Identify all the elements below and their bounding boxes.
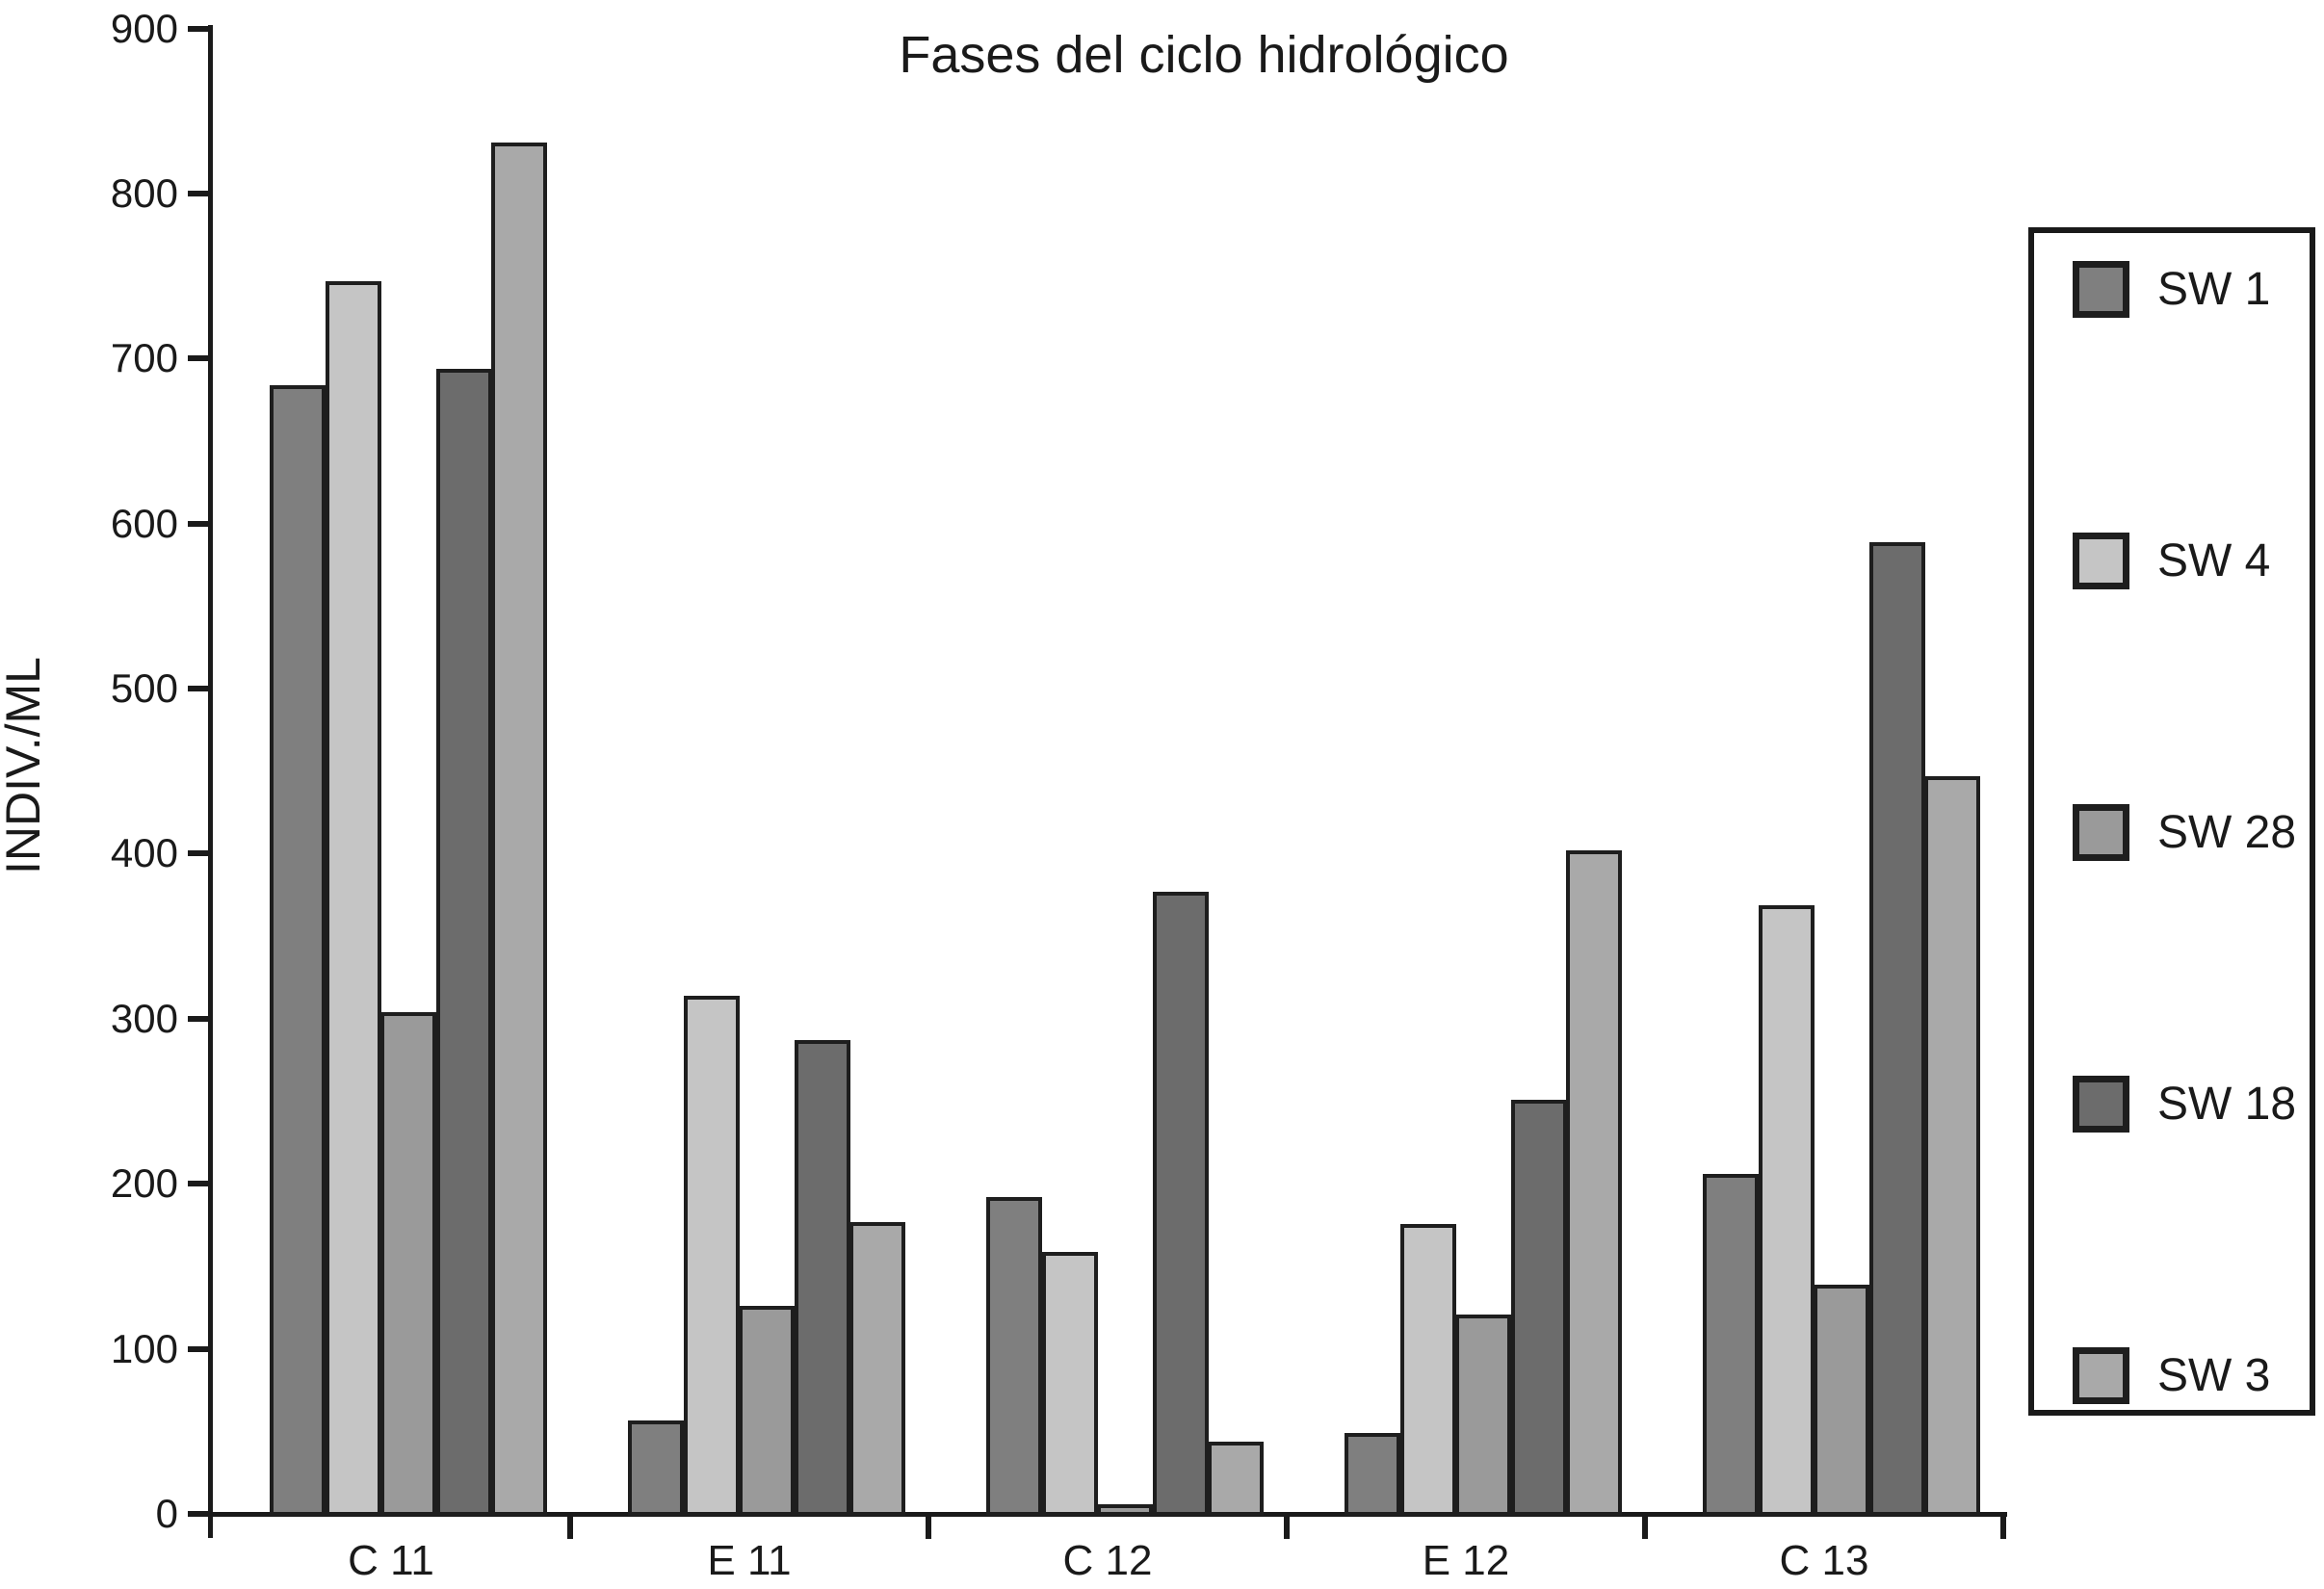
bar-sw-3-c-11 [491,143,548,1516]
y-tick [188,1345,212,1352]
bar-sw-4-e-12 [1399,1224,1456,1516]
bar-sw-18-c-13 [1868,542,1925,1516]
bar-sw-28-e-11 [739,1306,796,1516]
y-tick-label: 800 [110,169,178,216]
bar-sw-1-e-12 [1345,1433,1400,1516]
legend-swatch-sw-1 [2073,261,2129,318]
legend-swatch-sw-28 [2073,804,2129,861]
bar-sw-18-c-11 [435,369,492,1516]
bar-sw-3-c-12 [1208,1442,1265,1516]
bar-sw-18-e-11 [794,1040,850,1516]
legend-item-sw-3: SW 3 [2034,1347,2310,1405]
category-label-c-11: C 11 [348,1537,434,1584]
y-tick-label: 100 [110,1325,178,1371]
bar-sw-18-e-12 [1510,1100,1567,1516]
bar-sw-4-c-13 [1758,905,1815,1516]
y-tick-label: 600 [110,500,178,546]
bar-sw-4-c-11 [325,281,381,1516]
y-tick [188,1181,212,1187]
y-tick [188,190,212,196]
x-tick [2000,1514,2006,1539]
category-label-e-12: E 12 [1422,1537,1510,1584]
bar-sw-3-e-12 [1566,850,1623,1516]
legend-swatch-sw-4 [2073,533,2129,589]
legend-swatch-sw-3 [2073,1347,2129,1404]
y-tick [188,850,212,857]
y-tick-label: 500 [110,665,178,712]
bar-sw-28-c-13 [1814,1285,1870,1516]
category-label-c-12: C 12 [1062,1537,1153,1584]
y-axis-line [208,25,213,1538]
x-tick [926,1514,931,1539]
x-tick [1284,1514,1290,1539]
chart-title: Fases del ciclo hidrológico [899,26,1509,84]
legend-label-sw-1: SW 1 [2157,264,2271,315]
bar-sw-1-c-12 [986,1197,1042,1516]
y-tick [188,686,212,692]
x-tick [567,1514,573,1539]
legend-label-sw-4: SW 4 [2157,535,2271,586]
bar-sw-3-e-11 [849,1222,906,1516]
x-tick [1642,1514,1648,1539]
category-label-c-13: C 13 [1779,1537,1869,1584]
bar-sw-3-c-13 [1924,776,1981,1516]
legend-item-sw-1: SW 1 [2034,261,2310,319]
legend: SW 1 SW 4 SW 28 SW 18 SW 3 [2028,227,2315,1416]
y-tick-label: 0 [155,1491,178,1536]
y-tick-label: 400 [110,830,178,876]
y-tick [188,25,212,32]
bar-sw-4-c-12 [1041,1252,1098,1516]
bar-sw-4-e-11 [683,996,740,1516]
bar-sw-28-c-11 [380,1012,437,1516]
y-tick [188,520,212,527]
y-tick [188,1511,212,1517]
bar-sw-28-c-12 [1097,1504,1154,1516]
y-tick [188,355,212,362]
y-tick-label: 200 [110,1160,178,1207]
bar-sw-18-c-12 [1152,892,1209,1516]
y-tick-label: 700 [110,335,178,381]
category-label-e-11: E 11 [707,1537,792,1584]
bar-sw-1-e-11 [628,1420,684,1516]
legend-swatch-sw-18 [2073,1076,2129,1133]
bar-sw-1-c-11 [270,385,326,1516]
bar-sw-28-e-12 [1455,1315,1512,1516]
bar-sw-1-c-13 [1703,1174,1759,1516]
legend-label-sw-28: SW 28 [2157,807,2297,858]
legend-label-sw-18: SW 18 [2157,1079,2297,1130]
legend-item-sw-28: SW 28 [2034,804,2310,862]
legend-label-sw-3: SW 3 [2157,1350,2271,1401]
y-tick [188,1015,212,1022]
y-tick-label: 300 [110,995,178,1041]
legend-item-sw-18: SW 18 [2034,1076,2310,1133]
y-tick-label: 900 [110,5,178,51]
legend-item-sw-4: SW 4 [2034,533,2310,590]
